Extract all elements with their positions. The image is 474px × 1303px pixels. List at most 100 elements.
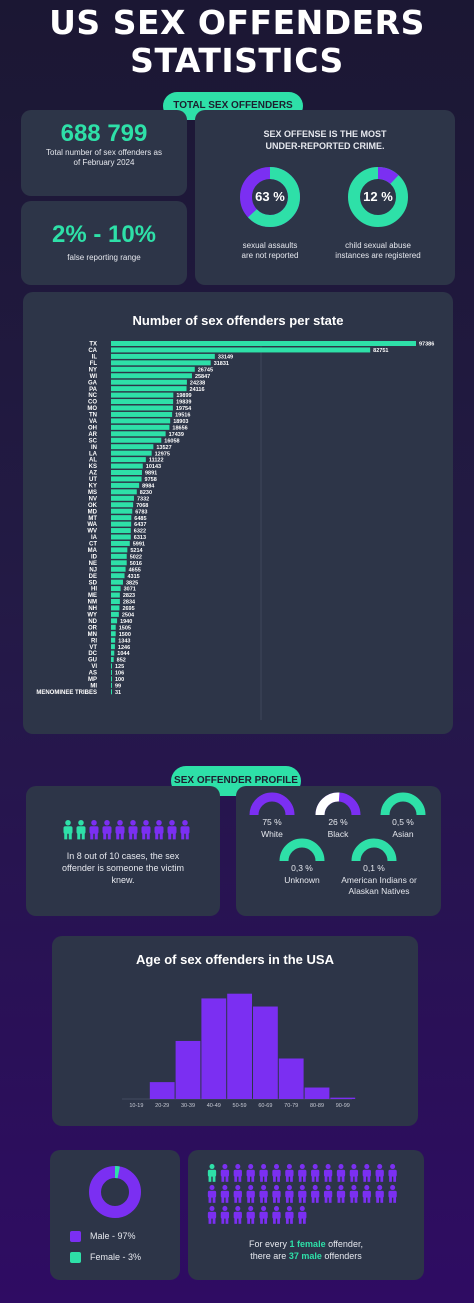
- person-icon: [362, 1164, 371, 1182]
- state-bar: [111, 353, 215, 359]
- state-bar: [111, 624, 116, 630]
- person-icon: [128, 820, 138, 840]
- state-value-label: 82751: [373, 348, 388, 354]
- state-label: NV: [89, 496, 97, 502]
- state-bar: [111, 508, 133, 514]
- state-value-label: 7332: [137, 496, 149, 502]
- state-bar: [111, 399, 174, 405]
- state-label: OK: [88, 503, 98, 509]
- state-bar: [111, 650, 115, 656]
- state-value-label: 19516: [175, 413, 190, 419]
- state-value-label: 5016: [130, 561, 142, 567]
- age-bar: [201, 998, 227, 1099]
- state-bar: [111, 437, 162, 443]
- state-bar: [111, 540, 130, 546]
- state-value-label: 2695: [122, 606, 134, 612]
- state-value-label: 6322: [134, 529, 146, 535]
- state-label: LA: [89, 451, 98, 457]
- person-icon: [220, 1185, 230, 1203]
- person-icon: [246, 1164, 255, 1182]
- state-bar: [111, 682, 112, 688]
- age-bar: [330, 1097, 356, 1099]
- person-icon: [259, 1206, 268, 1224]
- state-value-label: 9891: [145, 471, 157, 477]
- state-value-label: 1505: [119, 625, 131, 631]
- state-value-label: 9758: [145, 477, 157, 483]
- state-label: DE: [89, 574, 97, 580]
- state-bar: [111, 676, 112, 682]
- eth-asian-name: Asian: [392, 829, 414, 839]
- acquaintance-text-2: offender is someone the victim: [62, 863, 184, 873]
- age-bar: [253, 1006, 278, 1099]
- state-bar: [111, 599, 120, 604]
- state-label: WV: [87, 529, 97, 535]
- eth-black-name: Black: [327, 829, 349, 839]
- state-label: AS: [89, 671, 97, 677]
- state-value-label: 97386: [419, 342, 434, 348]
- state-bar-chart: TX 97386 CA 82751 IL 33149 FL 31831 NY 26745 WI 258…: [36, 341, 434, 720]
- person-icon: [167, 820, 177, 840]
- state-bar: [111, 605, 120, 611]
- state-value-label: 26745: [198, 367, 213, 373]
- underreported-card: SEX OFFENSE IS THE MOST UNDER-REPORTED C…: [195, 110, 455, 285]
- state-label: KS: [89, 464, 97, 470]
- total-card: 688 799 Total number of sex offenders as…: [21, 110, 187, 196]
- age-bar: [175, 1040, 201, 1099]
- age-bar: [304, 1087, 330, 1099]
- ethnicity-gauge: [279, 838, 325, 862]
- state-label: MN: [88, 632, 97, 638]
- state-value-label: 6313: [134, 535, 146, 541]
- person-icon: [272, 1206, 281, 1224]
- ethnicity-gauge: [351, 838, 397, 862]
- acquaintance-card: In 8 out of 10 cases, the sex offender i…: [26, 786, 220, 916]
- state-bar: [111, 360, 211, 366]
- state-value-label: 3825: [126, 580, 138, 586]
- state-value-label: 106: [115, 671, 124, 677]
- age-chart-title: Age of sex offenders in the USA: [136, 952, 334, 967]
- age-bar: [227, 993, 252, 1099]
- state-label: ID: [91, 554, 98, 560]
- state-bar: [111, 392, 174, 398]
- state-bar: [111, 482, 140, 488]
- age-tick-label: 20-29: [155, 1103, 169, 1109]
- person-icon: [285, 1164, 294, 1182]
- state-label: IL: [92, 355, 98, 361]
- person-icon: [311, 1185, 320, 1203]
- age-bar: [278, 1058, 304, 1099]
- state-label: NM: [88, 600, 97, 606]
- state-value-label: 10143: [146, 464, 161, 470]
- person-icon: [336, 1185, 346, 1203]
- state-bar: [111, 502, 134, 508]
- state-value-label: 2823: [123, 593, 135, 599]
- state-chart-title: Number of sex offenders per state: [132, 313, 344, 328]
- person-icon: [63, 820, 73, 840]
- state-value-label: 1940: [120, 619, 132, 625]
- state-label: UT: [89, 477, 97, 483]
- state-bar: [111, 470, 142, 475]
- title-line-2: STATISTICS: [130, 41, 344, 80]
- state-label: MD: [88, 509, 98, 515]
- state-value-label: 16058: [164, 438, 179, 444]
- state-label: MENOMINEE TRIBES: [36, 690, 97, 696]
- person-icon: [298, 1206, 307, 1224]
- state-value-label: 852: [117, 658, 126, 664]
- state-bar: [111, 573, 125, 579]
- state-label: AR: [88, 432, 97, 438]
- state-value-label: 6485: [134, 516, 146, 522]
- ratio-card: For every 1 female offender, there are 3…: [188, 1150, 424, 1280]
- state-label: SD: [89, 580, 98, 586]
- ethnicity-gauge: [315, 792, 361, 816]
- state-bar: [111, 657, 114, 663]
- person-icon: [388, 1164, 397, 1182]
- state-value-label: 24238: [190, 380, 205, 386]
- state-label: DC: [88, 651, 97, 657]
- state-label: NY: [89, 367, 97, 373]
- underreported-heading: SEX OFFENSE IS THE MOST UNDER-REPORTED C…: [263, 129, 387, 151]
- donut-child-abuse: [348, 167, 408, 227]
- state-bar: [111, 341, 416, 346]
- state-value-label: 25847: [195, 374, 210, 380]
- state-bar: [111, 379, 187, 385]
- person-icon: [207, 1206, 217, 1224]
- state-label: ME: [88, 593, 97, 599]
- person-icon: [298, 1185, 307, 1203]
